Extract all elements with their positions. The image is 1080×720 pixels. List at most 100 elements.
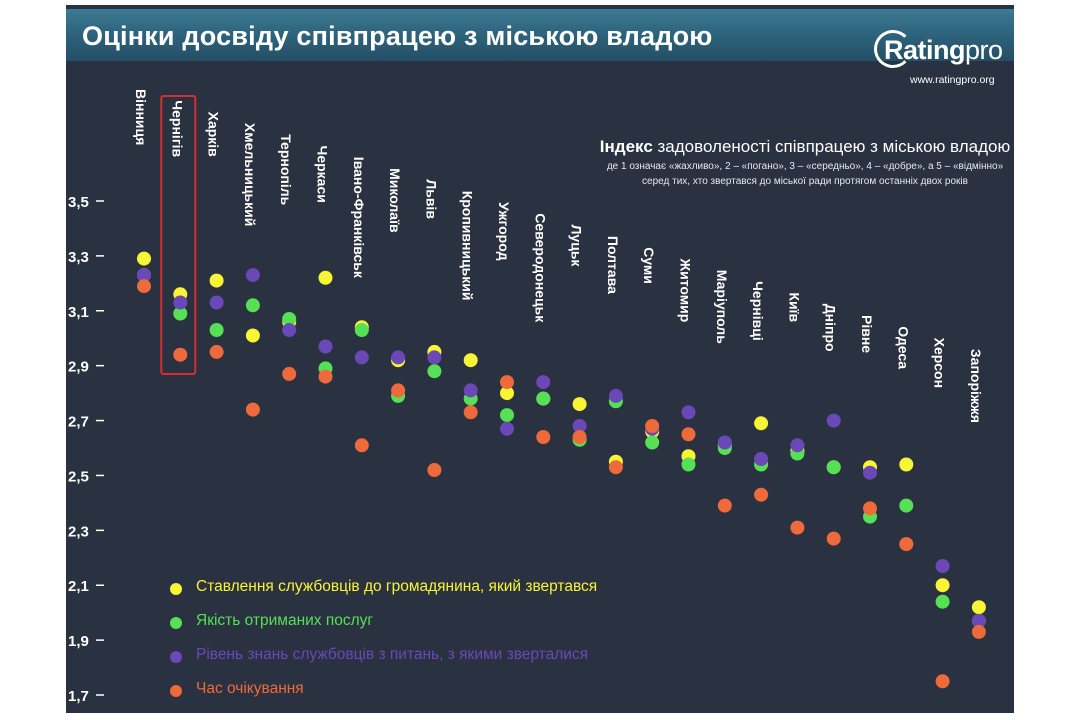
category-label: Черкаси: [315, 146, 331, 203]
y-tick-label: 2,1: [68, 578, 89, 595]
data-point: [826, 460, 841, 475]
category-label: Житомир: [678, 258, 694, 323]
highlight-layer: [160, 95, 197, 375]
data-point: [608, 388, 623, 403]
legend-dot-icon: [170, 617, 182, 629]
category-label: Івано-Франківськ: [351, 157, 367, 279]
category-label: Київ: [786, 292, 802, 322]
y-axis: 3,5 3,3 3,1 2,9 2,7 2,5 2,3 2,1 1,9 1,7: [68, 194, 104, 705]
category-label: Хмельницький: [242, 123, 258, 226]
data-point: [318, 369, 333, 384]
data-point: [427, 350, 442, 365]
data-point: [282, 312, 297, 326]
data-point: [318, 270, 333, 285]
category-label: Вінниця: [133, 89, 149, 145]
y-tick-label: 3,5: [68, 194, 89, 211]
y-tick-label: 3,3: [68, 249, 89, 266]
category-label: Полтава: [605, 236, 621, 294]
legend-label: Рівень знань службовців з питань, з яким…: [196, 646, 589, 663]
data-point: [935, 559, 950, 573]
data-point: [427, 463, 442, 477]
note-heading-rest: задоволеності співпрацею з міською владо…: [652, 137, 1011, 156]
y-tick-label: 1,7: [68, 688, 89, 705]
chart-title: Оцінки досвіду співпрацею з міською влад…: [82, 21, 713, 51]
y-tick-label: 1,9: [68, 633, 89, 650]
data-point: [463, 383, 478, 398]
data-point: [318, 339, 333, 354]
data-point: [137, 251, 151, 266]
data-point: [572, 430, 587, 444]
legend-label: Ставлення службовців до громадянина, яки…: [196, 578, 598, 595]
data-point: [572, 419, 587, 433]
category-label: Рівне: [859, 315, 875, 353]
data-point: [863, 501, 877, 516]
data-point: [209, 295, 224, 310]
data-point: [935, 594, 950, 609]
data-point: [899, 457, 914, 472]
data-point: [500, 408, 514, 423]
data-point: [282, 323, 297, 337]
scatter-chart: 3,5 3,3 3,1 2,9 2,7 2,5 2,3 2,1 1,9 1,7 Вінниця Че…: [68, 89, 986, 705]
ratingpro-logo: Ratingpro www.ratingpro.org: [874, 30, 1014, 92]
legend-dot-icon: [170, 651, 182, 663]
data-point: [209, 323, 224, 337]
category-label: Маріуполь: [714, 270, 730, 344]
data-point: [971, 600, 986, 615]
category-label: Суми: [641, 247, 657, 284]
data-point: [645, 435, 660, 450]
data-point: [717, 435, 732, 450]
logo-name-main: Rating: [884, 35, 966, 65]
category-label: Тернопіль: [278, 134, 294, 205]
data-point: [245, 298, 260, 313]
y-tick-label: 2,9: [68, 359, 89, 376]
logo-wordmark: Ratingpro: [884, 35, 1003, 66]
note-heading-bold: Індекс: [599, 137, 653, 156]
data-point: [826, 413, 841, 428]
data-point: [463, 353, 478, 368]
data-point: [354, 323, 369, 337]
category-label: Запоріжжя: [968, 349, 984, 423]
data-point: [536, 430, 551, 444]
data-point: [500, 421, 514, 436]
category-label: Одеса: [895, 326, 911, 369]
data-point: [790, 520, 805, 535]
data-point: [681, 427, 696, 442]
data-point: [536, 391, 551, 406]
data-point: [645, 419, 660, 433]
slide: Оцінки досвіду співпрацею з міською влад…: [66, 5, 1014, 713]
data-point: [971, 624, 986, 639]
data-point: [137, 268, 151, 283]
data-points: [137, 251, 986, 689]
data-point: [209, 344, 224, 359]
legend-label: Якість отриманих послуг: [196, 612, 374, 629]
data-point: [354, 438, 369, 453]
data-point: [536, 375, 551, 390]
data-point: [500, 386, 514, 401]
data-point: [790, 438, 805, 453]
category-label: Дніпро: [823, 304, 839, 352]
x-axis-labels: Вінниця Чернігів Харків Хмельницький Тернопі…: [133, 89, 984, 423]
chart-note: Індекс задоволеності співпрацею з місько…: [596, 137, 1014, 187]
data-point: [282, 366, 297, 381]
logo-url: www.ratingpro.org: [910, 74, 995, 86]
legend-dot-icon: [170, 583, 182, 595]
legend-label: Час очікування: [196, 680, 304, 697]
y-tick-label: 3,1: [68, 304, 89, 321]
data-point: [209, 273, 224, 288]
legend-dot-icon: [170, 685, 182, 697]
data-point: [971, 613, 986, 628]
category-label: Кропивницький: [460, 191, 476, 301]
data-point: [899, 537, 914, 552]
data-point: [500, 375, 514, 390]
note-scale-description: де 1 означає «жахливо», 2 – «погано», 3 …: [606, 161, 1004, 172]
logo-ring-icon: [874, 30, 912, 68]
y-tick-label: 2,3: [68, 523, 89, 540]
data-point: [245, 328, 260, 343]
title-bar: Оцінки досвіду співпрацею з міською влад…: [66, 9, 1014, 61]
data-point: [245, 268, 260, 283]
data-point: [608, 460, 623, 475]
data-point: [863, 465, 877, 480]
data-point: [463, 405, 478, 420]
category-label: Херсон: [932, 338, 948, 388]
y-tick-label: 2,7: [68, 414, 89, 431]
